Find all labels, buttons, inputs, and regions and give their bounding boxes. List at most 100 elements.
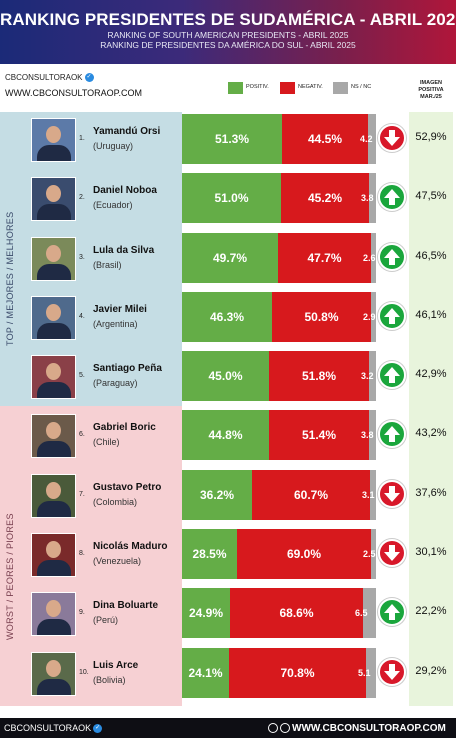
president-country: (Ecuador) — [93, 200, 133, 210]
rank-number: 6. — [79, 431, 85, 438]
bar-segment-positive — [182, 233, 278, 283]
president-photo — [31, 296, 76, 340]
arrow-up-icon — [378, 302, 406, 330]
verified-icon: ✓ — [93, 724, 103, 734]
previous-positive-value: 42,9% — [415, 368, 447, 380]
bar-segment-nsnc — [371, 292, 376, 342]
arrow-down-icon — [378, 539, 406, 567]
bar-segment-nsnc — [363, 588, 376, 638]
arrow-down-icon — [378, 658, 406, 686]
president-row: 5. Santiago Peña (Paraguay) 45.0% 51.8% 3.2 42… — [0, 349, 456, 408]
arrow-up-icon — [378, 598, 406, 626]
brand-site[interactable]: WWW.CBCONSULTORAOP.COM — [5, 88, 143, 98]
rank-number: 7. — [79, 491, 85, 498]
approval-bar: 45.0% 51.8% 3.2 — [182, 351, 376, 401]
nsnc-value-label: 6.5 — [355, 608, 368, 618]
president-photo — [31, 533, 76, 577]
approval-bar: 36.2% 60.7% 3.1 — [182, 470, 376, 520]
footer-handle: CBCONSULTORAOK ✓ — [4, 723, 103, 734]
positive-value-label: 28.5% — [192, 547, 227, 561]
president-photo — [31, 474, 76, 518]
president-country: (Argentina) — [93, 319, 138, 329]
president-row: 3. Lula da Silva (Brasil) 49.7% 47.7% 2.6 46,5… — [0, 231, 456, 290]
bar-segment-positive — [182, 470, 252, 520]
positive-value-label: 24.9% — [188, 606, 224, 620]
president-photo — [31, 118, 76, 162]
president-country: (Perú) — [93, 615, 119, 625]
bar-segment-positive — [182, 410, 269, 460]
nsnc-value-label: 3.8 — [361, 430, 374, 440]
bar-segment-nsnc — [366, 648, 376, 698]
nsnc-value-label: 2.9 — [363, 312, 376, 322]
positive-value-label: 46.3% — [209, 310, 245, 324]
president-name: Daniel Noboa — [93, 185, 157, 196]
rank-number: 1. — [79, 135, 85, 142]
president-photo — [31, 237, 76, 281]
president-country: (Colombia) — [93, 497, 138, 507]
legend: POSITIV. NEGATIV. NS / NC — [228, 82, 388, 94]
president-name: Nicolás Maduro — [93, 541, 168, 552]
previous-positive-value: 43,2% — [415, 427, 447, 439]
negative-value-label: 68.6% — [279, 606, 314, 620]
negative-value-label: 44.5% — [307, 132, 343, 146]
previous-positive-value: 52,9% — [415, 131, 447, 143]
president-photo — [31, 592, 76, 636]
bar-segment-positive — [182, 648, 229, 698]
instagram-icon — [268, 723, 278, 734]
positive-value-label: 36.2% — [199, 488, 235, 502]
approval-bar: 24.9% 68.6% 6.5 — [182, 588, 376, 638]
president-country: (Uruguay) — [93, 141, 134, 151]
approval-bar: 49.7% 47.7% 2.6 — [182, 233, 376, 283]
nsnc-value-label: 3.1 — [362, 490, 375, 500]
approval-bar: 46.3% 50.8% 2.9 — [182, 292, 376, 342]
legend-label-nsnc: NS / NC — [351, 84, 372, 90]
bar-segment-negative — [272, 292, 371, 342]
president-country: (Venezuela) — [93, 556, 142, 566]
rank-number: 2. — [79, 194, 85, 201]
bar-segment-negative — [281, 173, 369, 223]
positive-value-label: 51.3% — [214, 132, 250, 146]
bar-segment-nsnc — [369, 173, 376, 223]
negative-value-label: 50.8% — [304, 310, 339, 324]
negative-value-label: 69.0% — [286, 547, 322, 561]
previous-positive-value: 22,2% — [415, 605, 447, 617]
rank-number: 5. — [79, 372, 85, 379]
header: RANKING PRESIDENTES DE SUDAMÉRICA - ABRI… — [0, 0, 456, 64]
footer: CBCONSULTORAOK ✓ WWW.CBCONSULTORAOP.COM — [0, 718, 456, 738]
approval-bar: 51.3% 44.5% 4.2 — [182, 114, 376, 164]
legend-swatch-nsnc — [333, 82, 348, 94]
rank-number: 8. — [79, 550, 85, 557]
rank-number: 3. — [79, 254, 85, 261]
bar-segment-positive — [182, 114, 282, 164]
legend-swatch-negative — [280, 82, 295, 94]
president-name: Javier Milei — [93, 304, 147, 315]
president-name: Lula da Silva — [93, 245, 155, 256]
globe-icon — [280, 723, 290, 734]
previous-positive-value: 30,1% — [415, 546, 447, 558]
bar-segment-negative — [229, 648, 366, 698]
president-row: 10. Luis Arce (Bolivia) 24.1% 70.8% 5.1 29,2% — [0, 646, 456, 705]
nsnc-value-label: 2.6 — [363, 253, 376, 263]
president-row: 7. Gustavo Petro (Colombia) 36.2% 60.7% 3.1 37… — [0, 468, 456, 527]
bar-segment-nsnc — [369, 410, 376, 460]
bar-segment-positive — [182, 351, 269, 401]
arrow-up-icon — [378, 243, 406, 271]
president-row: 1. Yamandú Orsi (Uruguay) 51.3% 44.5% 4.2 52,9… — [0, 112, 456, 171]
subtitle-en: RANKING OF SOUTH AMERICAN PRESIDENTS - A… — [107, 30, 349, 40]
president-country: (Brasil) — [93, 260, 122, 270]
president-country: (Chile) — [93, 437, 120, 447]
president-photo — [31, 355, 76, 399]
approval-bar: 51.0% 45.2% 3.8 — [182, 173, 376, 223]
nsnc-value-label: 4.2 — [360, 134, 373, 144]
rank-number: 4. — [79, 313, 85, 320]
previous-positive-value: 37,6% — [415, 487, 447, 499]
brand-handle: CBCONSULTORAOK ✓ — [5, 73, 94, 83]
approval-bar: 44.8% 51.4% 3.8 — [182, 410, 376, 460]
negative-value-label: 47.7% — [307, 251, 342, 265]
bar-segment-nsnc — [368, 114, 376, 164]
bar-segment-positive — [182, 292, 272, 342]
arrow-up-icon — [378, 420, 406, 448]
president-name: Yamandú Orsi — [93, 126, 161, 137]
bar-segment-negative — [269, 351, 369, 401]
footer-site[interactable]: WWW.CBCONSULTORAOP.COM — [268, 723, 446, 734]
